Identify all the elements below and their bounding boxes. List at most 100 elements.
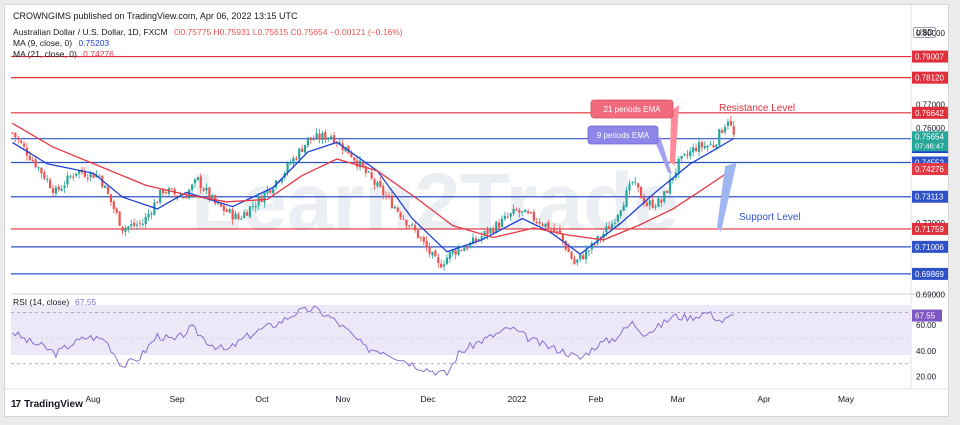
candle [628, 183, 631, 191]
candle [138, 223, 142, 225]
candle [295, 158, 298, 160]
candle [292, 158, 295, 164]
currency-label[interactable]: USD [913, 27, 936, 38]
candle [133, 222, 136, 226]
candle [573, 258, 576, 264]
candle [69, 176, 72, 178]
resistance-level-annotation: Resistance Level [719, 103, 795, 114]
level-0.71759-tag-text: 0.71759 [915, 225, 944, 234]
candle [72, 176, 75, 178]
candle [642, 197, 646, 204]
candle [358, 160, 362, 168]
candle [726, 121, 730, 126]
level-0.71759-tag [912, 222, 948, 235]
candle [338, 141, 341, 144]
candle [564, 241, 567, 250]
candle [387, 195, 391, 197]
candle [405, 219, 408, 226]
candle [471, 237, 475, 245]
ma9-legend[interactable]: MA (9, close, 0) 0.75203 [13, 38, 109, 48]
candle [385, 195, 388, 197]
time-tick-label: Apr [757, 394, 770, 404]
candle [425, 240, 428, 248]
candle [17, 137, 20, 140]
support-level-annotation: Support Level [739, 212, 801, 223]
time-tick-label: May [838, 394, 855, 404]
candle [66, 175, 69, 185]
ema21-callout-box [590, 99, 674, 119]
candle [521, 211, 524, 213]
ma9-value: 0.75203 [78, 38, 110, 48]
candle [584, 250, 588, 260]
time-tick-label: 2022 [508, 394, 527, 404]
candle [228, 208, 231, 213]
candle [706, 145, 709, 148]
candle [115, 208, 118, 213]
candle [356, 160, 359, 167]
candle [77, 170, 81, 174]
ma21-legend[interactable]: MA (21, close, 0) 0.74276 [13, 49, 114, 59]
candle [251, 205, 254, 207]
tradingview-logo-icon: 17 [11, 399, 21, 410]
candle [422, 236, 425, 242]
candle [445, 257, 449, 265]
candle [20, 140, 23, 143]
time-tick-label: Oct [255, 394, 269, 404]
candle [408, 225, 411, 227]
chart-canvas[interactable]: Learn2Trade 21 periods EMA 9 periods EMA Re… [5, 5, 948, 416]
candle [86, 177, 89, 179]
candle [54, 187, 58, 194]
candle [495, 222, 498, 233]
candle [431, 252, 434, 256]
candle [393, 206, 396, 209]
candle [483, 231, 486, 236]
candle [217, 202, 220, 204]
candle [376, 182, 379, 187]
candle [28, 155, 31, 161]
candle [477, 239, 480, 241]
candle [518, 210, 521, 213]
candle [463, 248, 466, 252]
time-tick-label: Aug [85, 394, 100, 404]
candle [57, 186, 60, 190]
price-tick-label: 0.69000 [916, 291, 945, 300]
candle [486, 229, 489, 235]
candle [524, 209, 527, 213]
candle [625, 190, 628, 207]
time-tick-label: Mar [671, 394, 686, 404]
level-0.79007-tag-text: 0.79007 [915, 53, 944, 62]
candle [150, 213, 153, 215]
candle [610, 223, 614, 229]
candle [411, 224, 414, 226]
support-arrow [717, 162, 737, 232]
candle [683, 153, 686, 156]
candle [263, 192, 266, 203]
candle [492, 228, 495, 234]
candle [416, 230, 420, 238]
ema21-callout-text: 21 periods EMA [604, 105, 662, 114]
candle [506, 216, 509, 218]
candle [697, 142, 701, 152]
rsi-current-text: 67.55 [915, 312, 936, 321]
candle [373, 179, 376, 185]
tradingview-logo-text: TradingView [24, 399, 83, 410]
candle [266, 189, 269, 194]
level-0.73113-tag [912, 190, 948, 203]
price-tick-label: 0.80000 [916, 29, 945, 38]
candle [269, 190, 272, 193]
candle [413, 225, 417, 231]
rsi-band [11, 305, 911, 355]
candle [538, 221, 541, 224]
candle [703, 145, 706, 149]
candle [639, 186, 643, 199]
candle [350, 153, 353, 158]
candle [31, 159, 34, 161]
candle [466, 246, 469, 249]
candle [648, 200, 651, 206]
tradingview-logo[interactable]: 17 TradingView [11, 399, 83, 410]
candle [89, 172, 92, 178]
candle [558, 230, 562, 234]
candle [118, 211, 121, 226]
candle [666, 190, 669, 193]
candle [570, 251, 573, 259]
